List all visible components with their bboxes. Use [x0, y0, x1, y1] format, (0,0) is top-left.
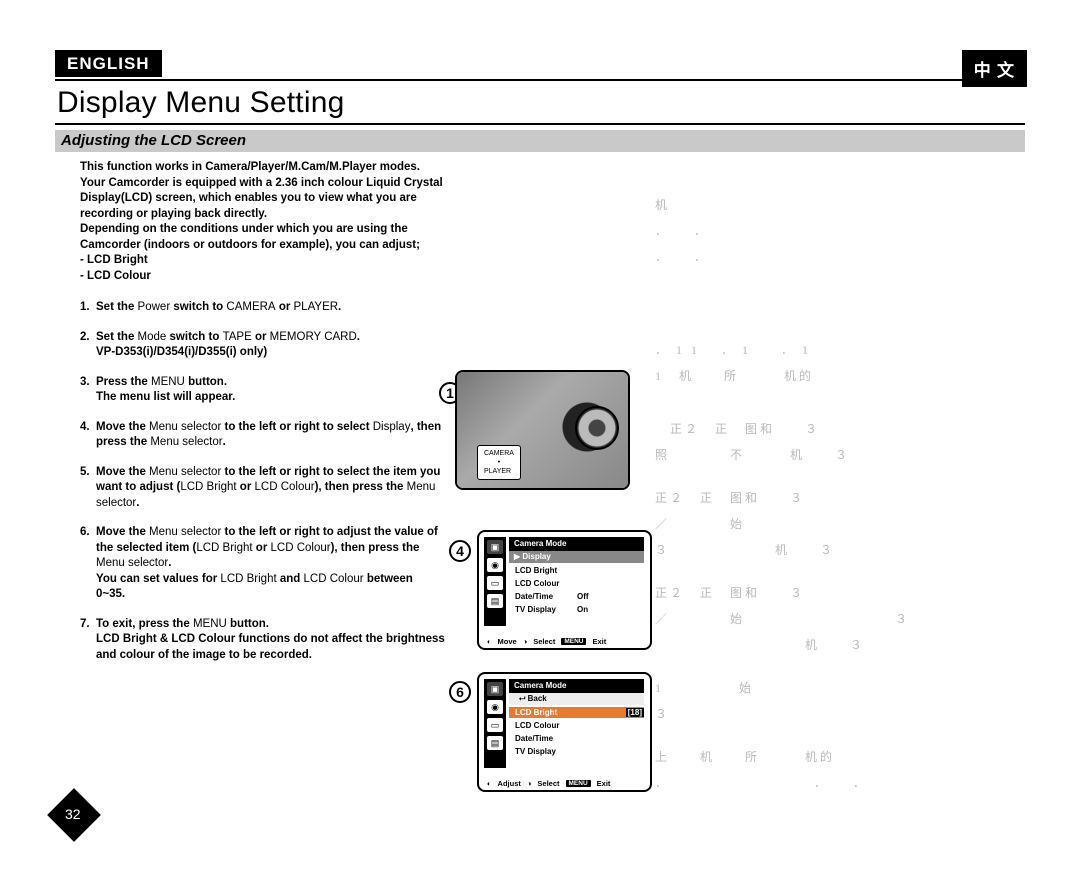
- menu-screen-lcdbright: ▣ ◉ ▭ ▤ Camera Mode ⮠ Back LCD Bright [1…: [477, 672, 652, 792]
- tape-icon: ◉: [487, 700, 503, 714]
- step-2: Set the Mode switch to TAPE or MEMORY CA…: [80, 330, 445, 361]
- divider: [55, 79, 1025, 81]
- tape-icon: ◉: [487, 558, 503, 572]
- page-title: Display Menu Setting: [57, 86, 344, 120]
- power-switch-knob: [575, 406, 619, 450]
- disp-icon: ▤: [487, 594, 503, 608]
- intro-line: This function works in Camera/Player/M.C…: [80, 160, 445, 176]
- cam-icon: ▣: [487, 682, 503, 696]
- page-number: 32: [65, 806, 81, 822]
- intro-line: Display(LCD) screen, which enables you t…: [80, 191, 445, 222]
- disp-icon: ▤: [487, 736, 503, 750]
- menu-row: LCD Colour: [508, 577, 645, 590]
- menu-title: Camera Mode: [509, 679, 644, 693]
- intro-bullet: - LCD Bright: [80, 253, 445, 269]
- step-4: Move the Menu selector to the left or ri…: [80, 420, 445, 451]
- menu-row: LCD Colour: [508, 719, 645, 732]
- step-1: Set the Power switch to CAMERA or PLAYER…: [80, 300, 445, 316]
- menu-sidebar: ▣ ◉ ▭ ▤: [484, 537, 506, 626]
- camera-player-label: CAMERA • PLAYER: [477, 445, 521, 480]
- step-7: To exit, press the MENU button. LCD Brig…: [80, 617, 445, 664]
- step-7-note: LCD Bright & LCD Colour functions do not…: [96, 632, 445, 663]
- menu-back: ⮠ Back: [509, 693, 644, 705]
- step-5: Move the Menu selector to the left or ri…: [80, 465, 445, 512]
- menu-footer: ◐Adjust ◑Select MENUExit: [487, 779, 642, 788]
- intro-bullet: - LCD Colour: [80, 269, 445, 285]
- page-number-marker: 32: [55, 795, 105, 835]
- menu-row: TV DisplayOn: [508, 603, 645, 616]
- menu-sidebar: ▣ ◉ ▭ ▤: [484, 679, 506, 768]
- menu-row: Date/Time: [508, 732, 645, 745]
- lang-english-tab: ENGLISH: [55, 50, 162, 77]
- camera-switch-diagram: CAMERA • PLAYER: [455, 370, 630, 490]
- menu-row: LCD Bright: [508, 564, 645, 577]
- cam-icon: ▣: [487, 540, 503, 554]
- menu-row: Date/TimeOff: [508, 590, 645, 603]
- callout-6: 6: [449, 681, 471, 703]
- instructions-column: This function works in Camera/Player/M.C…: [55, 160, 445, 677]
- menu-screen-display: ▣ ◉ ▭ ▤ Camera Mode ▶ Display LCD Bright…: [477, 530, 652, 650]
- step-2-note: VP-D353(i)/D354(i)/D355(i) only): [96, 345, 445, 361]
- menu-row-selected: LCD Bright [18]: [508, 706, 645, 719]
- menu-title: Camera Mode: [509, 537, 644, 551]
- intro-line: Depending on the conditions under which …: [80, 222, 445, 253]
- menu-row: TV Display: [508, 745, 645, 758]
- divider: [55, 123, 1025, 125]
- section-subtitle: Adjusting the LCD Screen: [55, 130, 530, 152]
- diagrams-column: 1 4 6 CAMERA • PLAYER ▣ ◉ ▭ ▤: [445, 160, 645, 677]
- step-6: Move the Menu selector to the left or ri…: [80, 525, 445, 603]
- chinese-column: 机 ． ． ． ． ． 1 1 ． 1 ． 1 1 机 所 机的 正２ 正 图和…: [655, 168, 1005, 800]
- mem-icon: ▭: [487, 718, 503, 732]
- step-3: Press the MENU button. The menu list wil…: [80, 375, 445, 406]
- callout-4: 4: [449, 540, 471, 562]
- mem-icon: ▭: [487, 576, 503, 590]
- lang-chinese-tab: 中 文: [962, 50, 1027, 87]
- menu-footer: ◐Move ◑Select MENUExit: [487, 637, 642, 646]
- step-3-note: The menu list will appear.: [96, 390, 445, 406]
- section-subtitle-right: [530, 130, 1025, 152]
- intro-line: Your Camcorder is equipped with a 2.36 i…: [80, 176, 445, 192]
- menu-subtitle: ▶ Display: [509, 551, 644, 563]
